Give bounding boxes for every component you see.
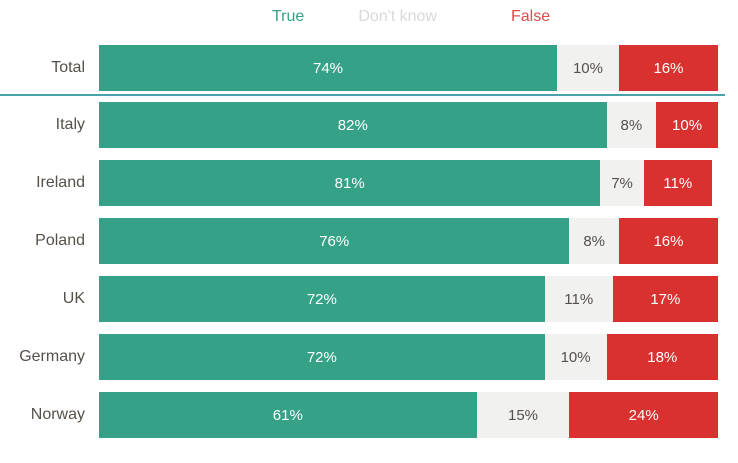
segment-value-label: 8%	[620, 116, 643, 134]
segment-value-label: 72%	[306, 348, 337, 366]
segment-value-label: 10%	[572, 59, 603, 77]
stacked-bar: 76% 8% 16%	[99, 218, 718, 264]
segment-don-t-know: 8%	[606, 102, 657, 148]
total-separator-line	[0, 94, 725, 96]
segment-don-t-know: 7%	[600, 160, 644, 206]
bar-row: Norway 61% 15% 24%	[0, 392, 738, 438]
category-label: Norway	[30, 406, 85, 423]
segment-don-t-know: 11%	[544, 276, 613, 322]
bar-row: Total 74% 10% 16%	[0, 45, 738, 91]
chart-rows: Total 74% 10% 16% Italy 82% 8% 10% Ireland 81% 7% 1…	[0, 45, 738, 438]
segment-value-label: 74%	[313, 59, 344, 77]
segment-true: 82%	[99, 102, 607, 148]
segment-value-label: 16%	[653, 232, 684, 250]
segment-false: 24%	[569, 392, 718, 438]
segment-value-label: 82%	[337, 116, 368, 134]
segment-true: 61%	[99, 392, 477, 438]
segment-value-label: 17%	[650, 290, 681, 308]
segment-true: 76%	[99, 218, 570, 264]
segment-value-label: 7%	[611, 174, 633, 192]
segment-false: 11%	[643, 160, 712, 206]
segment-value-label: 8%	[583, 232, 606, 250]
legend: True Don't know False	[0, 0, 738, 27]
segment-true: 72%	[99, 334, 545, 380]
segment-value-label: 76%	[319, 232, 350, 250]
legend-item-false: False	[510, 8, 551, 25]
stacked-bar: 61% 15% 24%	[99, 392, 718, 438]
segment-value-label: 18%	[647, 348, 678, 366]
segment-value-label: 11%	[663, 174, 693, 192]
legend-item-true: True	[272, 8, 305, 25]
stacked-bar: 74% 10% 16%	[99, 45, 718, 91]
bar-row: Germany 72% 10% 18%	[0, 334, 738, 380]
segment-true: 74%	[99, 45, 558, 91]
category-label: Germany	[19, 348, 85, 365]
segment-false: 18%	[606, 334, 718, 380]
segment-value-label: 61%	[272, 406, 303, 424]
segment-value-label: 15%	[507, 406, 539, 424]
segment-false: 10%	[656, 102, 718, 148]
segment-value-label: 10%	[672, 116, 703, 134]
segment-true: 81%	[99, 160, 601, 206]
category-label: Italy	[55, 116, 85, 133]
segment-true: 72%	[99, 276, 545, 322]
segment-value-label: 16%	[653, 59, 684, 77]
category-label: Poland	[35, 232, 85, 249]
stacked-bar: 72% 10% 18%	[99, 334, 718, 380]
segment-false: 16%	[618, 45, 718, 91]
category-label: UK	[62, 290, 85, 307]
segment-value-label: 24%	[628, 406, 659, 424]
segment-don-t-know: 10%	[544, 334, 607, 380]
stacked-bar: 82% 8% 10%	[99, 102, 718, 148]
category-label: Ireland	[36, 174, 85, 191]
category-label: Total	[51, 59, 85, 76]
legend-item-don-t-know: Don't know	[358, 8, 437, 25]
segment-false: 16%	[618, 218, 718, 264]
stacked-bar: 81% 7% 11%	[99, 160, 718, 206]
segment-don-t-know: 15%	[476, 392, 570, 438]
segment-don-t-know: 10%	[557, 45, 619, 91]
segment-value-label: 81%	[334, 174, 365, 192]
stacked-bar: 72% 11% 17%	[99, 276, 718, 322]
bar-row: Italy 82% 8% 10%	[0, 102, 738, 148]
segment-false: 17%	[612, 276, 718, 322]
segment-value-label: 72%	[306, 290, 337, 308]
segment-value-label: 11%	[564, 290, 594, 308]
bar-row: Poland 76% 8% 16%	[0, 218, 738, 264]
segment-don-t-know: 8%	[569, 218, 619, 264]
segment-value-label: 10%	[560, 348, 591, 366]
bar-row: Ireland 81% 7% 11%	[0, 160, 738, 206]
bar-row: UK 72% 11% 17%	[0, 276, 738, 322]
